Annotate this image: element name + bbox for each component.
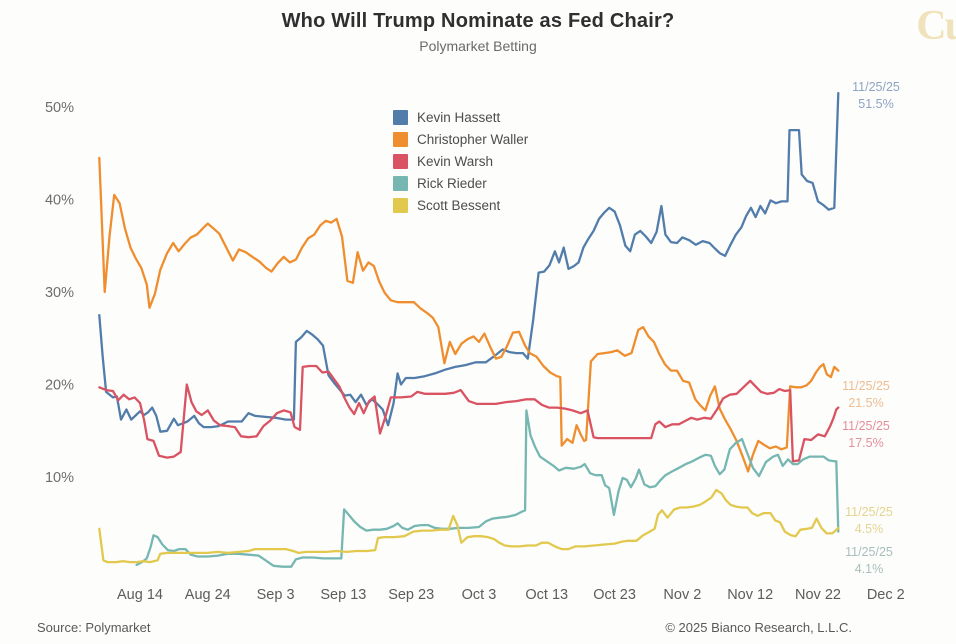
series-line-scott-bessent [98, 488, 840, 564]
legend-label-bessent: Scott Bessent [417, 198, 501, 213]
x-axis-tick-label: Sep 3 [257, 587, 295, 603]
copyright-note: © 2025 Bianco Research, L.L.C. [665, 620, 852, 635]
series-line-kevin-hassett [98, 91, 840, 433]
x-axis-tick-label: Oct 23 [593, 587, 636, 603]
legend-swatch-waller [393, 132, 408, 147]
end-label-kevin-hassett-value: 51.5% [858, 97, 893, 111]
legend-label-hassett: Kevin Hassett [417, 110, 501, 125]
series-line-rick-rieder [135, 409, 840, 568]
legend-swatch-hassett [393, 110, 408, 125]
y-axis-tick-label: 20% [45, 378, 74, 394]
legend: Kevin Hassett Christopher Waller Kevin W… [393, 110, 528, 213]
end-label-christopher-waller-date: 11/25/25 [842, 379, 890, 393]
x-axis-tick-label: Aug 14 [117, 587, 163, 603]
legend-item-hassett: Kevin Hassett [393, 110, 528, 125]
legend-swatch-warsh [393, 154, 408, 169]
series-line-kevin-warsh [98, 364, 840, 463]
x-axis-tick-label: Oct 13 [525, 587, 568, 603]
y-axis-tick-label: 50% [45, 100, 74, 116]
legend-label-waller: Christopher Waller [417, 132, 529, 147]
end-label-kevin-warsh-date: 11/25/25 [842, 419, 890, 433]
end-label-rick-rieder-date: 11/25/25 [845, 545, 893, 559]
end-label-rick-rieder-value: 4.1% [855, 562, 884, 576]
y-axis-tick-label: 30% [45, 285, 74, 301]
legend-item-waller: Christopher Waller [393, 132, 528, 147]
source-note: Source: Polymarket [37, 620, 151, 635]
legend-item-warsh: Kevin Warsh [393, 154, 528, 169]
y-axis-tick-label: 40% [45, 193, 74, 209]
legend-item-bessent: Scott Bessent [393, 198, 528, 213]
legend-swatch-bessent [393, 198, 408, 213]
legend-label-warsh: Kevin Warsh [417, 154, 494, 169]
watermark-logo: Cu [916, 3, 956, 49]
y-axis-tick-label: 10% [45, 470, 74, 486]
end-label-scott-bessent-date: 11/25/25 [845, 505, 893, 519]
end-label-kevin-warsh-value: 17.5% [848, 436, 883, 450]
x-axis-tick-label: Oct 3 [462, 587, 497, 603]
end-label-christopher-waller-value: 21.5% [848, 396, 883, 410]
end-label-kevin-hassett-date: 11/25/25 [852, 80, 900, 94]
end-label-scott-bessent-value: 4.5% [855, 522, 884, 536]
chart-title: Who Will Trump Nominate as Fed Chair? [281, 10, 675, 32]
x-axis-tick-label: Dec 2 [867, 587, 905, 603]
legend-swatch-rieder [393, 176, 408, 191]
x-axis-tick-label: Nov 22 [795, 587, 841, 603]
x-axis-tick-label: Nov 2 [663, 587, 701, 603]
x-axis-tick-label: Sep 13 [320, 587, 366, 603]
x-axis-tick-label: Aug 24 [185, 587, 231, 603]
x-axis-tick-label: Nov 12 [727, 587, 773, 603]
x-axis-tick-label: Sep 23 [388, 587, 434, 603]
chart-subtitle: Polymarket Betting [419, 38, 537, 54]
series-line-christopher-waller [98, 156, 840, 473]
legend-item-rieder: Rick Rieder [393, 176, 528, 191]
legend-label-rieder: Rick Rieder [417, 176, 487, 191]
